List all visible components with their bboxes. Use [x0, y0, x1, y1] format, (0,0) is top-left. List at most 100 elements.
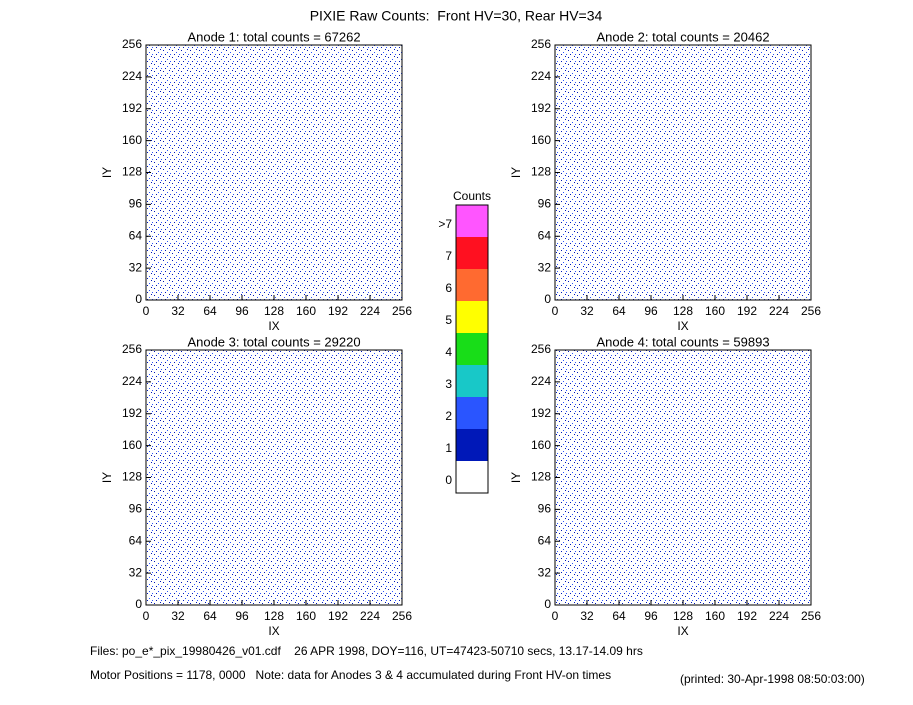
colorbar-swatch [456, 205, 488, 237]
x-tick-label: 192 [328, 609, 348, 623]
x-tick-label: 96 [235, 304, 249, 318]
y-axis-label: IY [509, 167, 523, 178]
y-tick-label: 160 [122, 438, 142, 452]
x-tick-label: 32 [580, 304, 594, 318]
y-tick-label: 128 [531, 470, 551, 484]
y-tick-label: 192 [531, 101, 551, 115]
x-tick-label: 160 [296, 304, 316, 318]
panel-title: Anode 4: total counts = 59893 [596, 334, 769, 349]
x-tick-label: 64 [612, 304, 626, 318]
y-tick-label: 64 [129, 228, 143, 242]
y-tick-label: 224 [531, 69, 551, 83]
y-tick-label: 160 [122, 133, 142, 147]
colorbar-frame [455, 204, 489, 494]
x-axis-label: IX [268, 319, 279, 333]
y-tick-label: 32 [538, 565, 552, 579]
x-tick-label: 0 [143, 304, 150, 318]
x-tick-label: 256 [801, 304, 821, 318]
y-tick-label: 32 [129, 260, 143, 274]
x-tick-label: 256 [801, 609, 821, 623]
x-tick-label: 64 [203, 609, 217, 623]
x-tick-label: 64 [203, 304, 217, 318]
panel-title: Anode 3: total counts = 29220 [187, 334, 360, 349]
colorbar-label: 6 [445, 281, 452, 295]
y-tick-label: 224 [531, 374, 551, 388]
colorbar-label: 7 [445, 249, 452, 263]
y-tick-label: 0 [544, 597, 551, 611]
y-tick-label: 224 [122, 69, 142, 83]
y-tick-label: 96 [538, 502, 552, 516]
y-tick-label: 96 [538, 197, 552, 211]
y-tick-label: 256 [531, 37, 551, 51]
y-tick-label: 96 [129, 502, 143, 516]
heatmap-texture [555, 45, 811, 300]
y-tick-label: 224 [122, 374, 142, 388]
x-tick-label: 128 [673, 609, 693, 623]
colorbar-swatch [456, 461, 488, 493]
heatmap-texture [555, 350, 811, 605]
y-tick-label: 160 [531, 133, 551, 147]
x-tick-label: 192 [328, 304, 348, 318]
colorbar-label: 2 [445, 409, 452, 423]
y-tick-label: 32 [129, 565, 143, 579]
x-tick-label: 160 [705, 304, 725, 318]
colorbar-swatch [456, 269, 488, 301]
colorbar-label: 5 [445, 313, 452, 327]
y-tick-label: 0 [135, 292, 142, 306]
y-tick-label: 64 [538, 533, 552, 547]
x-tick-label: 192 [737, 304, 757, 318]
x-tick-label: 0 [552, 609, 559, 623]
y-tick-label: 256 [122, 342, 142, 356]
y-tick-label: 0 [135, 597, 142, 611]
x-axis-label: IX [677, 319, 688, 333]
y-tick-label: 192 [122, 406, 142, 420]
x-tick-label: 128 [264, 304, 284, 318]
heatmap-texture [146, 350, 402, 605]
x-tick-label: 96 [644, 304, 658, 318]
y-axis-label: IY [100, 472, 114, 483]
y-axis-label: IY [100, 167, 114, 178]
footer-printed: (printed: 30-Apr-1998 08:50:03:00) [680, 672, 865, 686]
y-tick-label: 96 [129, 197, 143, 211]
footer-files: Files: po_e*_pix_19980426_v01.cdf 26 APR… [90, 644, 643, 658]
y-tick-label: 160 [531, 438, 551, 452]
y-tick-label: 256 [531, 342, 551, 356]
colorbar-label: 0 [445, 473, 452, 487]
x-tick-label: 160 [705, 609, 725, 623]
x-tick-label: 224 [769, 609, 789, 623]
colorbar-swatch [456, 397, 488, 429]
y-tick-label: 64 [538, 228, 552, 242]
x-tick-label: 192 [737, 609, 757, 623]
panel-title: Anode 2: total counts = 20462 [596, 29, 769, 44]
x-tick-label: 32 [171, 609, 185, 623]
x-tick-label: 128 [264, 609, 284, 623]
x-tick-label: 256 [392, 609, 412, 623]
x-tick-label: 160 [296, 609, 316, 623]
colorbar-label: >7 [438, 217, 452, 231]
y-tick-label: 192 [122, 101, 142, 115]
x-tick-label: 224 [360, 609, 380, 623]
footer-motor: Motor Positions = 1178, 0000 Note: data … [90, 668, 611, 682]
x-tick-label: 64 [612, 609, 626, 623]
colorbar-swatch [456, 333, 488, 365]
colorbar-label: 1 [445, 441, 452, 455]
panel-title: Anode 1: total counts = 67262 [187, 29, 360, 44]
y-tick-label: 192 [531, 406, 551, 420]
colorbar-label: 4 [445, 345, 452, 359]
y-tick-label: 256 [122, 37, 142, 51]
colorbar-swatch [456, 301, 488, 333]
y-tick-label: 128 [122, 470, 142, 484]
x-tick-label: 224 [769, 304, 789, 318]
x-axis-label: IX [677, 624, 688, 638]
colorbar-swatch [456, 429, 488, 461]
y-tick-label: 128 [122, 165, 142, 179]
y-tick-label: 0 [544, 292, 551, 306]
page-title: PIXIE Raw Counts: Front HV=30, Rear HV=3… [310, 8, 603, 24]
x-tick-label: 96 [235, 609, 249, 623]
y-tick-label: 32 [538, 260, 552, 274]
x-axis-label: IX [268, 624, 279, 638]
colorbar-title: Counts [453, 189, 491, 203]
heatmap-texture [146, 45, 402, 300]
colorbar-label: 3 [445, 377, 452, 391]
